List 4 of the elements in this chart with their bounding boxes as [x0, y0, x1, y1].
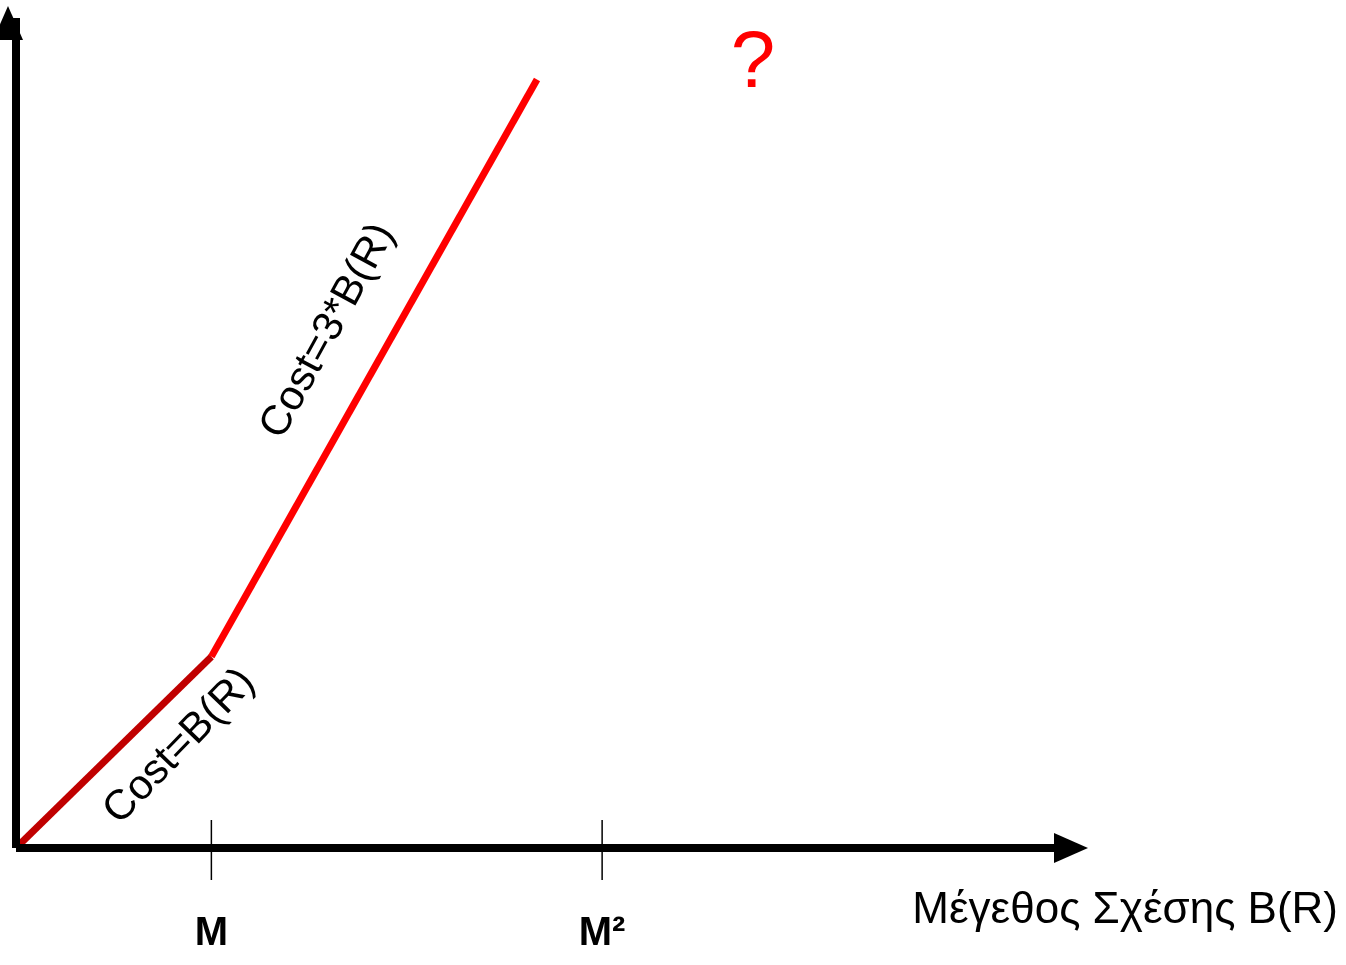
x-tick-label: M²	[578, 909, 626, 953]
annotation: ?	[730, 15, 776, 104]
x-tick-label: M	[194, 909, 229, 953]
x-axis-title: Μέγεθος Σχέσης B(R)	[912, 883, 1338, 933]
